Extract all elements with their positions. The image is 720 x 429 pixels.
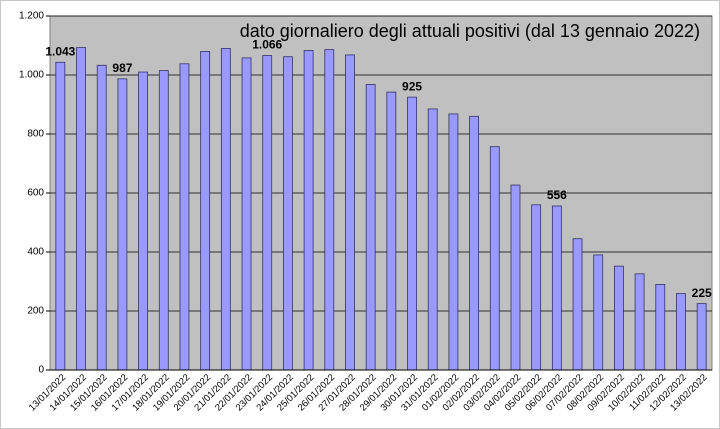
bar <box>303 50 314 371</box>
bar <box>469 115 479 371</box>
bar <box>179 63 190 371</box>
bar <box>324 49 335 371</box>
bar <box>283 56 293 371</box>
bar <box>407 96 417 371</box>
y-tick-label: 0 <box>38 365 44 376</box>
bar <box>572 238 583 371</box>
bar <box>489 146 500 371</box>
bar <box>117 78 128 371</box>
bar <box>531 204 542 371</box>
bar <box>510 184 521 371</box>
value-label: 556 <box>547 188 567 202</box>
bar <box>96 64 107 371</box>
bar <box>262 55 273 371</box>
bar <box>220 48 231 371</box>
bar <box>634 273 645 371</box>
bar <box>593 254 604 371</box>
chart-title: dato giornaliero degli attuali positivi … <box>240 21 700 41</box>
value-label: 225 <box>692 286 712 300</box>
y-tick-label: 800 <box>27 129 44 140</box>
value-label: 987 <box>112 61 132 75</box>
bar <box>76 47 86 371</box>
bar <box>138 71 148 371</box>
bar <box>696 303 707 371</box>
y-tick-label: 400 <box>27 247 44 258</box>
bar <box>655 284 666 371</box>
bar <box>448 113 459 371</box>
y-tick-label: 1.000 <box>19 70 44 81</box>
bar <box>241 57 252 371</box>
bar <box>386 91 397 371</box>
bar <box>158 70 169 371</box>
bar <box>365 84 376 371</box>
y-tick-label: 200 <box>27 306 44 317</box>
value-label: 1.043 <box>45 44 75 58</box>
bar <box>427 108 438 371</box>
bar <box>345 54 355 371</box>
value-label: 1.066 <box>252 38 282 52</box>
bar <box>200 51 211 371</box>
value-label: 925 <box>402 79 422 93</box>
bar <box>55 61 66 371</box>
bar <box>676 293 686 371</box>
bar <box>551 205 562 371</box>
bar <box>614 265 624 371</box>
y-tick-label: 600 <box>27 188 44 199</box>
y-tick-label: 1.200 <box>19 11 44 22</box>
